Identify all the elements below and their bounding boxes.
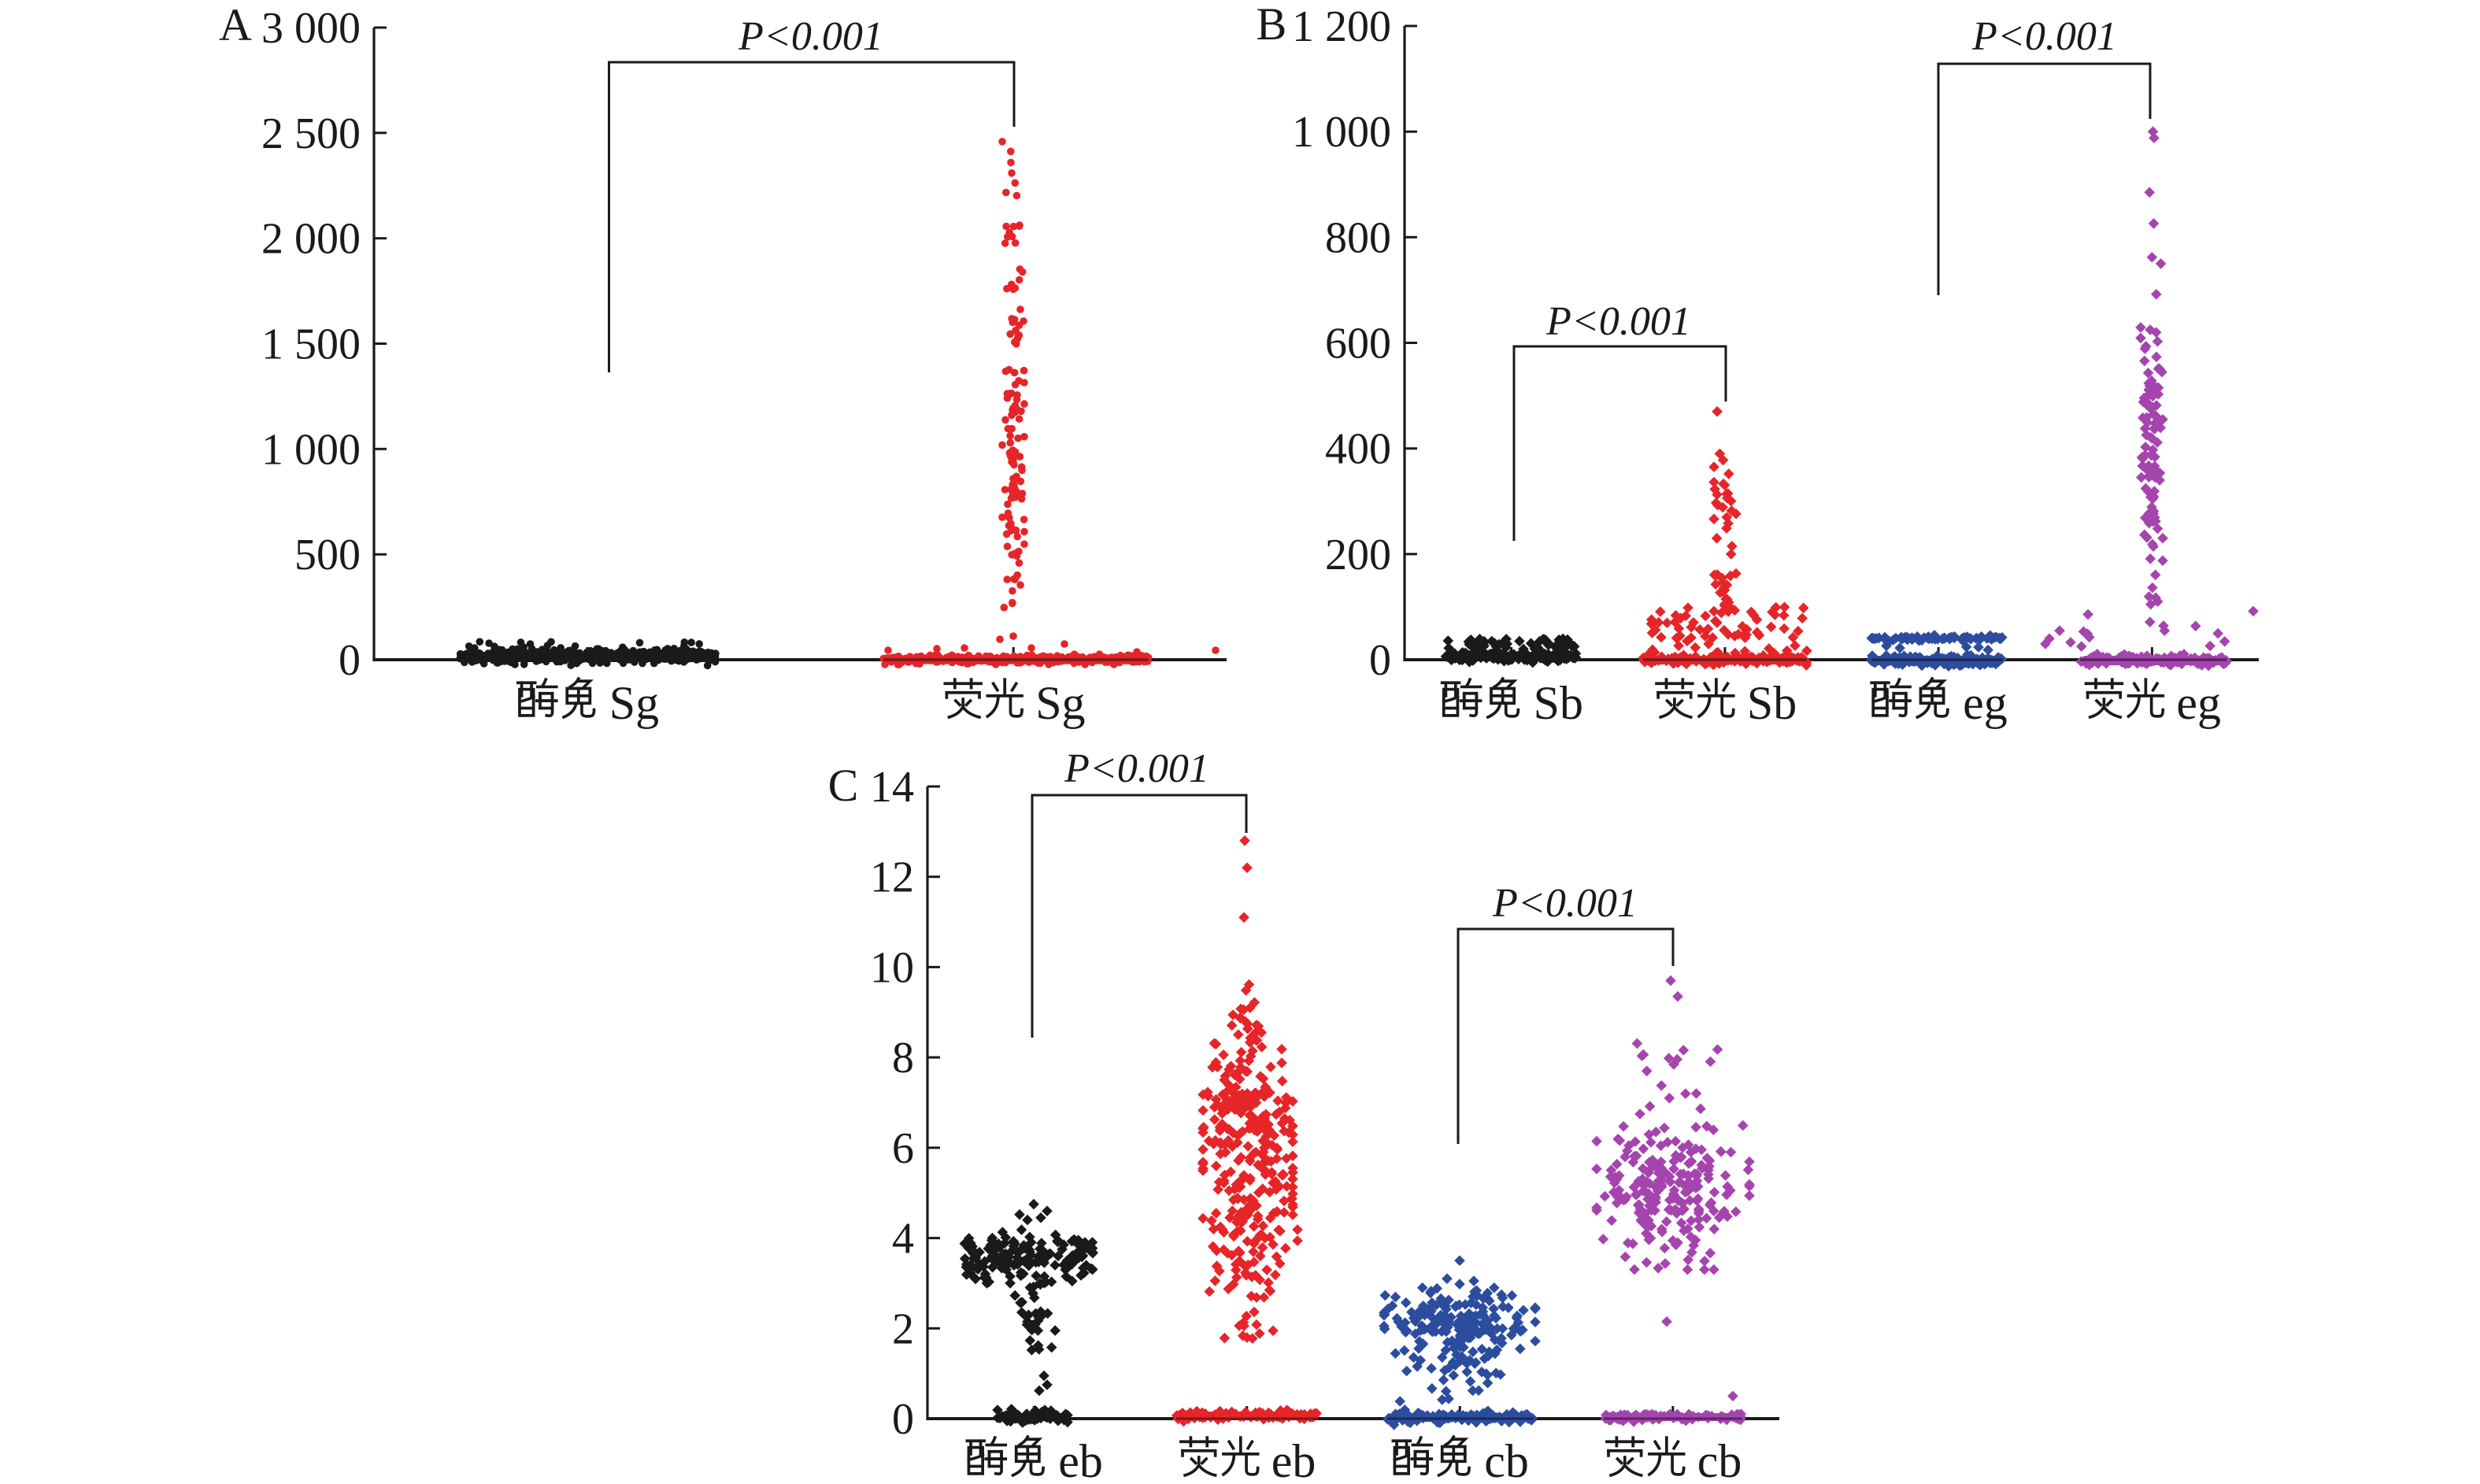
svg-text:cb: cb: [1697, 1435, 1742, 1484]
svg-text:200: 200: [1325, 531, 1391, 579]
svg-text:0: 0: [339, 636, 361, 685]
svg-text:8: 8: [892, 1034, 914, 1082]
svg-text:10: 10: [870, 943, 914, 992]
svg-text:eg: eg: [1963, 677, 2008, 729]
svg-text:1 000: 1 000: [261, 425, 361, 474]
svg-text:P<0.001: P<0.001: [1545, 299, 1691, 344]
svg-text:4: 4: [892, 1215, 914, 1264]
svg-text:800: 800: [1325, 213, 1391, 262]
svg-text:500: 500: [294, 531, 361, 579]
svg-text:Sb: Sb: [1747, 677, 1797, 729]
svg-text:P<0.001: P<0.001: [1064, 746, 1209, 791]
svg-text:cb: cb: [1484, 1435, 1529, 1484]
svg-text:A: A: [219, 0, 252, 50]
svg-text:Sb: Sb: [1534, 677, 1583, 729]
svg-text:1 000: 1 000: [1292, 108, 1391, 157]
svg-text:3 000: 3 000: [261, 4, 361, 53]
svg-text:eb: eb: [1058, 1435, 1103, 1484]
svg-text:14: 14: [870, 763, 914, 812]
svg-text:0: 0: [1369, 636, 1391, 685]
svg-text:2: 2: [892, 1305, 914, 1353]
svg-text:eg: eg: [2176, 677, 2221, 729]
svg-text:Sg: Sg: [609, 677, 659, 729]
svg-text:400: 400: [1325, 425, 1391, 474]
svg-text:B: B: [1257, 0, 1287, 50]
svg-text:C: C: [828, 760, 859, 811]
svg-text:P<0.001: P<0.001: [1492, 881, 1638, 926]
svg-text:P<0.001: P<0.001: [738, 14, 883, 59]
svg-text:2 000: 2 000: [261, 215, 361, 264]
svg-text:6: 6: [892, 1124, 914, 1173]
svg-text:1 200: 1 200: [1292, 2, 1391, 51]
svg-text:2 500: 2 500: [261, 109, 361, 158]
svg-text:1 500: 1 500: [261, 320, 361, 369]
svg-text:eb: eb: [1271, 1435, 1316, 1484]
svg-text:12: 12: [870, 853, 914, 902]
svg-text:P<0.001: P<0.001: [1971, 14, 2117, 59]
svg-text:Sg: Sg: [1035, 677, 1085, 729]
svg-text:0: 0: [892, 1395, 914, 1444]
svg-text:600: 600: [1325, 320, 1391, 368]
